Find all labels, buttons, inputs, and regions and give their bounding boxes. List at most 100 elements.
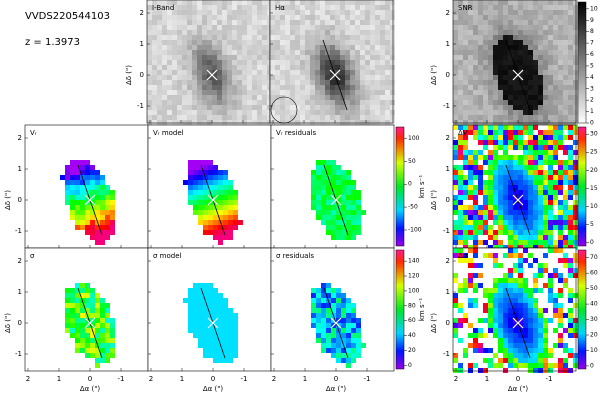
pixel — [356, 348, 361, 353]
y-tick-label: 2 — [446, 134, 450, 142]
pixel — [548, 363, 553, 368]
pixel — [202, 90, 207, 95]
pixel — [172, 15, 177, 20]
pixel — [162, 120, 167, 125]
pixel — [493, 145, 498, 150]
pixel — [365, 35, 370, 40]
pixel — [513, 50, 518, 55]
pixel — [518, 348, 523, 353]
pixel — [335, 95, 340, 100]
pixel — [518, 170, 523, 175]
pixel — [202, 25, 207, 30]
pixel — [478, 15, 483, 20]
pixel — [508, 235, 513, 240]
pixel — [242, 20, 247, 25]
pixel — [458, 95, 463, 100]
pixel — [192, 15, 197, 20]
pixel — [285, 100, 290, 105]
pixel — [478, 343, 483, 348]
pixel — [543, 10, 548, 15]
pixel — [218, 293, 223, 298]
pixel — [548, 175, 553, 180]
x-tick-label: -1 — [546, 375, 553, 383]
pixel — [310, 5, 315, 10]
pixel — [356, 328, 361, 333]
pixel — [453, 195, 458, 200]
pixel — [330, 90, 335, 95]
pixel — [197, 65, 202, 70]
pixel — [270, 85, 275, 90]
pixel — [558, 95, 563, 100]
pixel — [341, 175, 346, 180]
pixel — [543, 30, 548, 35]
pixel — [553, 268, 558, 273]
pixel — [202, 110, 207, 115]
pixel — [488, 55, 493, 60]
pixel — [538, 190, 543, 195]
pixel — [203, 210, 208, 215]
pixel — [568, 25, 573, 30]
pixel — [568, 55, 573, 60]
pixel — [533, 333, 538, 338]
pixel — [350, 110, 355, 115]
pixel — [375, 100, 380, 105]
pixel — [538, 210, 543, 215]
pixel — [177, 15, 182, 20]
pixel — [508, 278, 513, 283]
pixel — [483, 160, 488, 165]
pixel — [80, 333, 85, 338]
pixel — [473, 20, 478, 25]
pixel — [483, 348, 488, 353]
pixel — [218, 318, 223, 323]
pixel — [162, 115, 167, 120]
pixel — [198, 323, 203, 328]
pixel — [361, 210, 366, 215]
pixel — [305, 40, 310, 45]
pixel — [80, 205, 85, 210]
pixel — [311, 308, 316, 313]
pixel — [330, 35, 335, 40]
pixel — [193, 180, 198, 185]
pixel — [370, 100, 375, 105]
pixel — [533, 190, 538, 195]
pixel — [493, 195, 498, 200]
pixel — [208, 283, 213, 288]
pixel — [356, 343, 361, 348]
pixel — [331, 348, 336, 353]
pixel — [252, 70, 257, 75]
pixel — [370, 30, 375, 35]
pixel — [177, 105, 182, 110]
pixel — [473, 110, 478, 115]
pixel — [528, 75, 533, 80]
pixel — [217, 55, 222, 60]
pixel — [548, 160, 553, 165]
pixel — [478, 100, 483, 105]
pixel — [543, 70, 548, 75]
pixel — [222, 45, 227, 50]
pixel — [336, 358, 341, 363]
pixel — [85, 333, 90, 338]
pixel — [290, 80, 295, 85]
pixel — [110, 195, 115, 200]
pixel — [192, 105, 197, 110]
pixel — [468, 65, 473, 70]
y-tick-label: -1 — [443, 350, 450, 358]
pixel — [523, 200, 528, 205]
pixel — [315, 75, 320, 80]
pixel — [558, 368, 563, 373]
pixel — [315, 30, 320, 35]
pixel — [553, 145, 558, 150]
pixel — [177, 35, 182, 40]
pixel — [518, 120, 523, 125]
pixel — [212, 30, 217, 35]
pixel — [167, 60, 172, 65]
pixel — [315, 20, 320, 25]
pixel — [262, 40, 267, 45]
pixel — [488, 195, 493, 200]
pixel — [341, 333, 346, 338]
colorbar-tick-label: 70 — [590, 254, 598, 261]
pixel — [232, 50, 237, 55]
pixel — [242, 65, 247, 70]
pixel — [198, 160, 203, 165]
pixel — [341, 170, 346, 175]
